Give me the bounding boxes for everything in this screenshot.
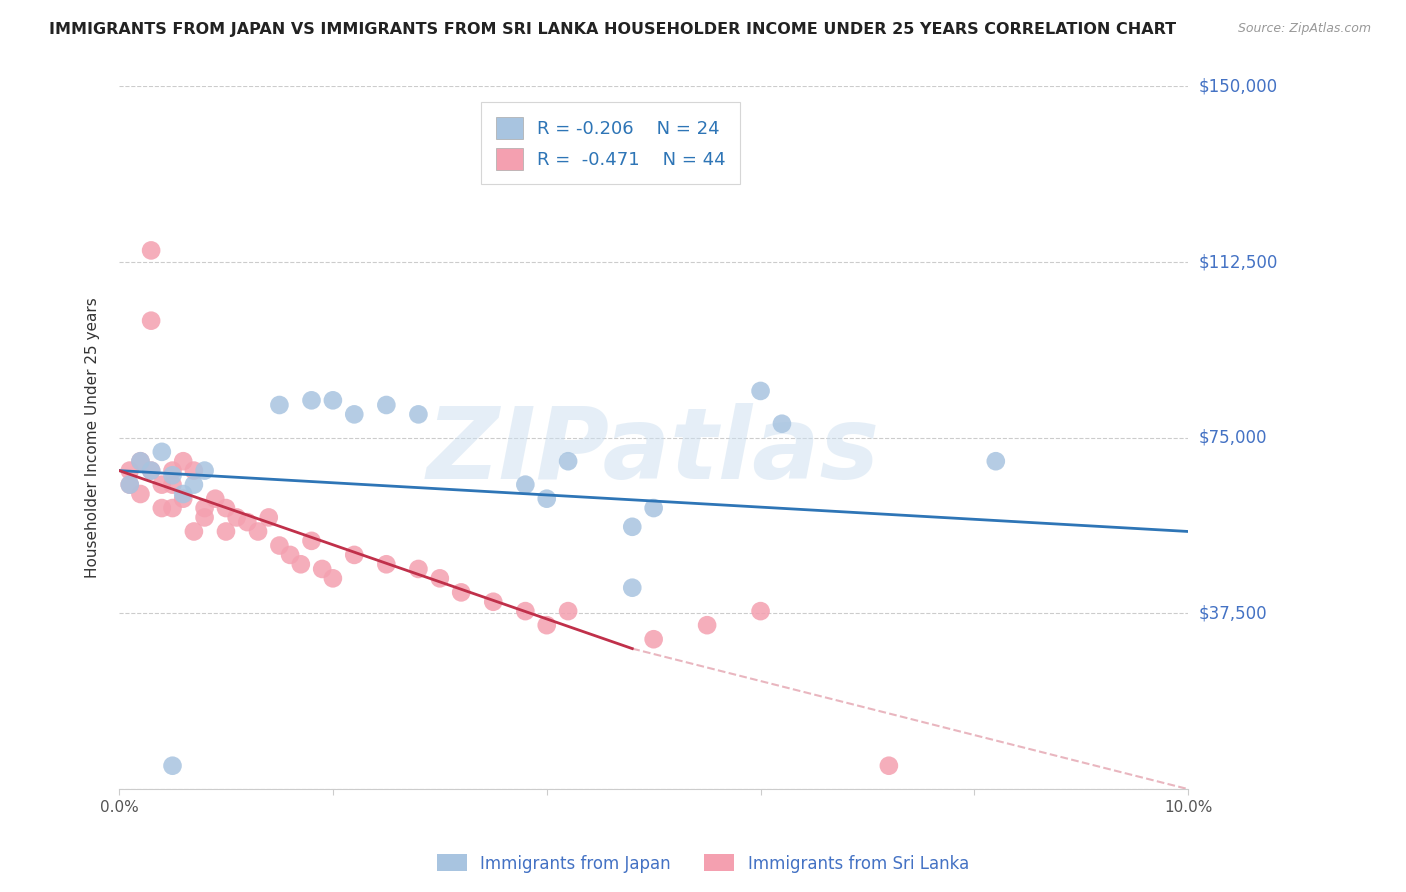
- Point: [536, 491, 558, 506]
- Point: [696, 618, 718, 632]
- Text: Source: ZipAtlas.com: Source: ZipAtlas.com: [1237, 22, 1371, 36]
- Point: [162, 758, 184, 772]
- Point: [162, 468, 184, 483]
- Point: [139, 244, 162, 258]
- Point: [150, 501, 173, 516]
- Text: $75,000: $75,000: [1199, 429, 1267, 447]
- Point: [375, 558, 398, 572]
- Point: [301, 533, 323, 548]
- Point: [150, 445, 173, 459]
- Legend: Immigrants from Japan, Immigrants from Sri Lanka: Immigrants from Japan, Immigrants from S…: [430, 847, 976, 880]
- Point: [236, 515, 259, 529]
- Point: [343, 408, 366, 422]
- Point: [643, 632, 665, 647]
- Point: [301, 393, 323, 408]
- Point: [269, 398, 291, 412]
- Point: [215, 524, 238, 539]
- Point: [162, 477, 184, 491]
- Point: [129, 454, 152, 468]
- Point: [557, 604, 579, 618]
- Point: [129, 454, 152, 468]
- Point: [536, 618, 558, 632]
- Point: [204, 491, 226, 506]
- Point: [150, 477, 173, 491]
- Point: [172, 454, 194, 468]
- Point: [118, 477, 141, 491]
- Text: $112,500: $112,500: [1199, 253, 1278, 271]
- Text: $150,000: $150,000: [1199, 78, 1278, 95]
- Point: [984, 454, 1007, 468]
- Legend: R = -0.206    N = 24, R =  -0.471    N = 44: R = -0.206 N = 24, R = -0.471 N = 44: [481, 103, 741, 185]
- Point: [621, 581, 644, 595]
- Point: [749, 604, 772, 618]
- Point: [225, 510, 247, 524]
- Point: [139, 464, 162, 478]
- Point: [515, 477, 537, 491]
- Point: [322, 393, 344, 408]
- Text: $37,500: $37,500: [1199, 605, 1268, 623]
- Text: IMMIGRANTS FROM JAPAN VS IMMIGRANTS FROM SRI LANKA HOUSEHOLDER INCOME UNDER 25 Y: IMMIGRANTS FROM JAPAN VS IMMIGRANTS FROM…: [49, 22, 1177, 37]
- Point: [247, 524, 270, 539]
- Point: [172, 491, 194, 506]
- Point: [343, 548, 366, 562]
- Point: [257, 510, 280, 524]
- Point: [770, 417, 793, 431]
- Point: [194, 510, 217, 524]
- Point: [183, 464, 205, 478]
- Point: [877, 758, 900, 772]
- Point: [194, 501, 217, 516]
- Point: [278, 548, 301, 562]
- Point: [162, 464, 184, 478]
- Point: [139, 314, 162, 328]
- Point: [194, 464, 217, 478]
- Point: [408, 408, 430, 422]
- Point: [408, 562, 430, 576]
- Point: [183, 477, 205, 491]
- Point: [749, 384, 772, 398]
- Text: ZIPatlas: ZIPatlas: [427, 403, 880, 500]
- Point: [215, 501, 238, 516]
- Point: [450, 585, 472, 599]
- Point: [129, 487, 152, 501]
- Point: [311, 562, 333, 576]
- Point: [162, 501, 184, 516]
- Point: [621, 520, 644, 534]
- Point: [429, 571, 451, 585]
- Point: [118, 477, 141, 491]
- Point: [322, 571, 344, 585]
- Point: [643, 501, 665, 516]
- Point: [515, 604, 537, 618]
- Point: [269, 539, 291, 553]
- Y-axis label: Householder Income Under 25 years: Householder Income Under 25 years: [86, 297, 100, 578]
- Point: [290, 558, 312, 572]
- Point: [118, 464, 141, 478]
- Point: [183, 524, 205, 539]
- Point: [375, 398, 398, 412]
- Point: [172, 487, 194, 501]
- Point: [557, 454, 579, 468]
- Point: [482, 595, 505, 609]
- Point: [139, 464, 162, 478]
